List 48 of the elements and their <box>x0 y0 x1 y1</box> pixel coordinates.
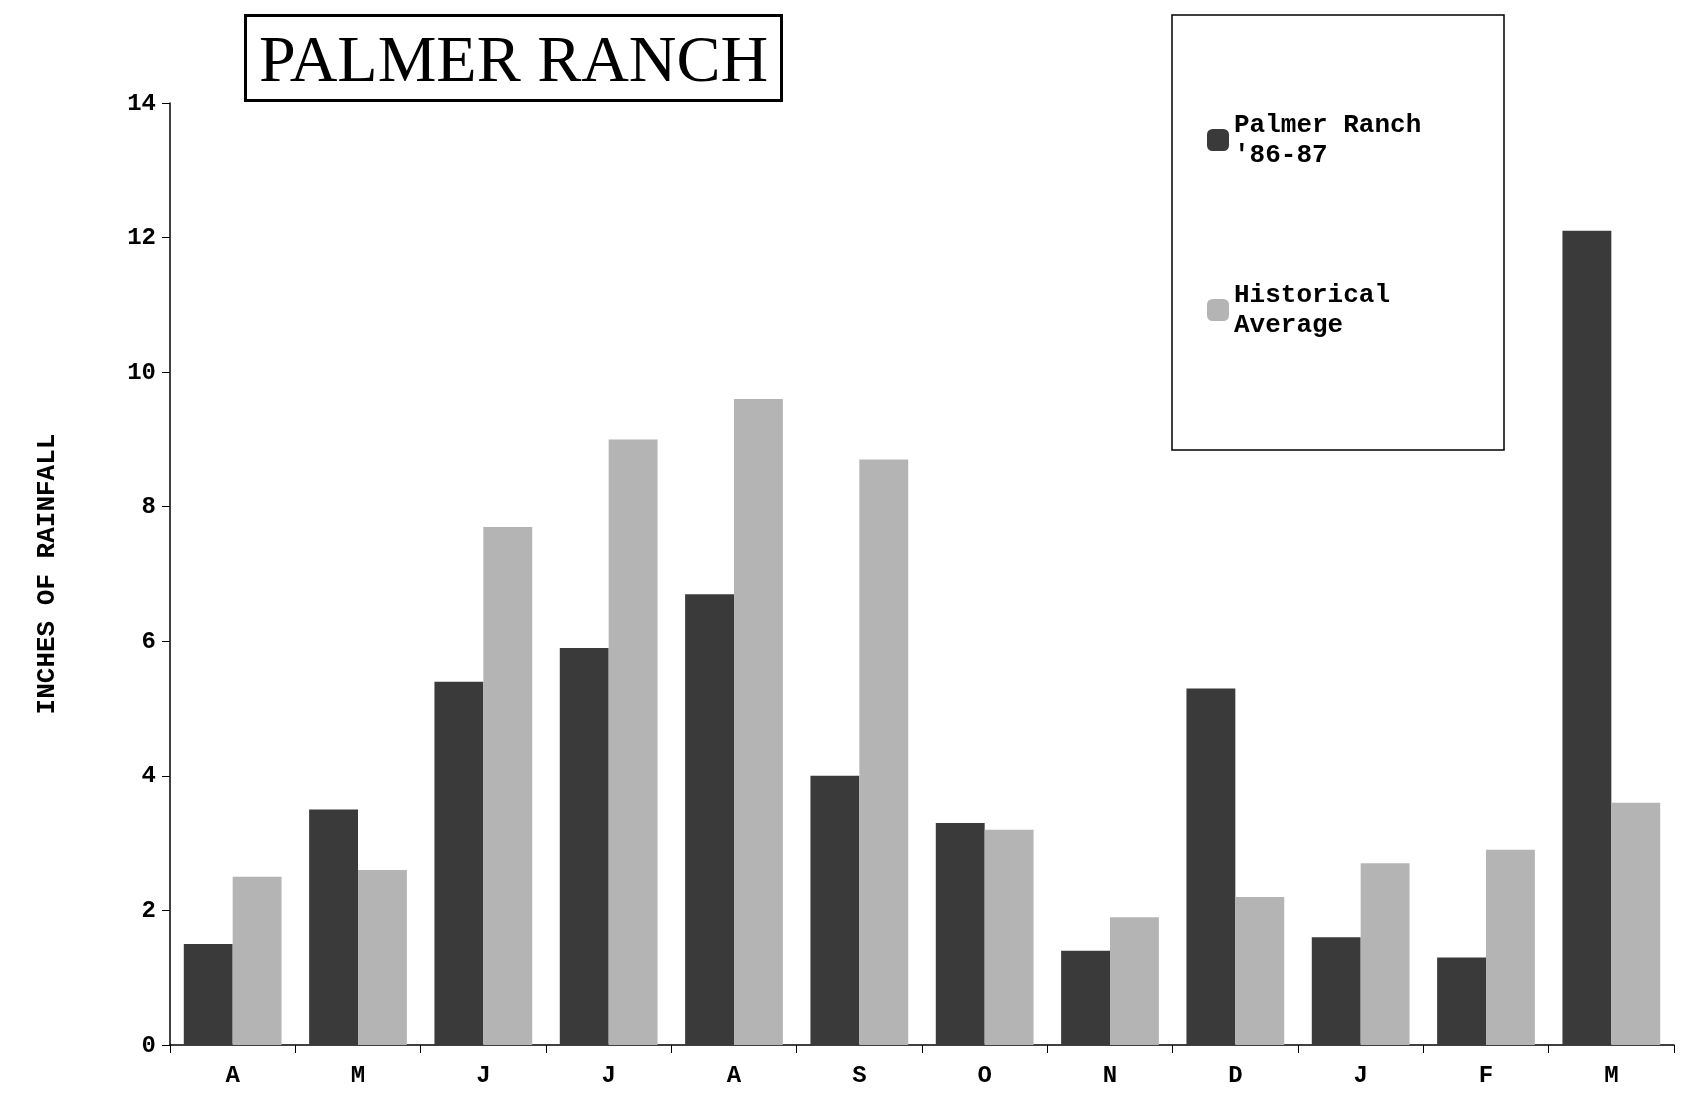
bar <box>1562 230 1612 1045</box>
bar <box>183 944 233 1045</box>
bar <box>859 459 909 1045</box>
bar <box>734 399 783 1045</box>
y-tick-label: 6 <box>141 627 156 655</box>
legend-label: Historical Average <box>1234 280 1406 340</box>
x-tick-label: A <box>225 1061 241 1089</box>
x-tick-label: J <box>1353 1061 1368 1089</box>
y-tick-label: 10 <box>127 358 156 386</box>
x-tick-label: J <box>476 1061 491 1089</box>
y-tick-label: 2 <box>141 896 156 924</box>
x-tick-label: N <box>1102 1061 1118 1089</box>
bar <box>1437 957 1486 1045</box>
bar <box>984 829 1034 1045</box>
bar <box>559 648 609 1045</box>
bar <box>1186 688 1236 1045</box>
y-axis-title: INCHES OF RAINFALL <box>32 433 62 715</box>
bar <box>1061 950 1110 1045</box>
bar <box>1235 896 1285 1045</box>
x-tick-label: D <box>1228 1061 1243 1089</box>
x-tick-label: S <box>852 1061 867 1089</box>
chart-title: PALMER RANCH <box>259 21 769 95</box>
x-tick-label: J <box>601 1061 616 1089</box>
y-tick-label: 8 <box>141 493 156 521</box>
bar <box>434 681 484 1045</box>
x-tick-label: O <box>977 1061 992 1089</box>
y-tick-label: 4 <box>141 762 156 790</box>
bar <box>1360 863 1410 1045</box>
bar <box>685 594 734 1045</box>
y-tick-label: 12 <box>127 224 156 252</box>
bar <box>358 870 407 1045</box>
bar <box>608 439 658 1045</box>
bar <box>1110 917 1159 1045</box>
bar <box>1486 849 1535 1045</box>
x-tick-label: A <box>726 1061 742 1089</box>
bar <box>1311 937 1361 1045</box>
y-tick-label: 14 <box>127 89 156 117</box>
x-tick-label: M <box>350 1061 366 1089</box>
x-tick-label: F <box>1478 1061 1494 1089</box>
bar <box>232 876 282 1045</box>
y-tick-label: 0 <box>141 1031 156 1059</box>
bar <box>1611 802 1661 1045</box>
bar <box>810 775 860 1045</box>
x-tick-label: M <box>1604 1061 1619 1089</box>
bar <box>309 809 358 1045</box>
bar <box>483 526 533 1045</box>
legend-label: Palmer Ranch '86-87 <box>1234 110 1437 170</box>
bar <box>935 822 985 1045</box>
